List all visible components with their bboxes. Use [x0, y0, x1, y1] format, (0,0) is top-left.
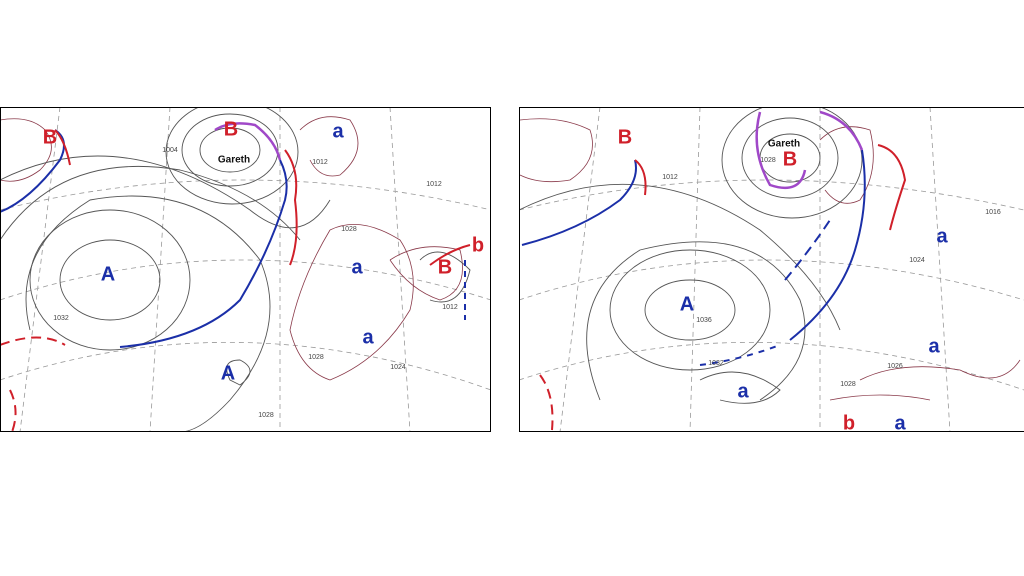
pressure-center: A — [101, 263, 115, 285]
pressure-center: b — [843, 412, 855, 434]
pressure-center: a — [332, 120, 344, 142]
map-right — [519, 107, 1024, 432]
pressure-center: B — [618, 126, 632, 148]
storm-name: Gareth — [768, 139, 800, 150]
isobar-label: 1012 — [426, 181, 442, 188]
pressure-center: b — [472, 234, 484, 256]
pressure-center: B — [783, 148, 797, 170]
isobar-label: 1004 — [162, 147, 178, 154]
isobar-label: 1028 — [760, 157, 776, 164]
isobar-label: 1024 — [390, 364, 406, 371]
pressure-center: A — [221, 362, 235, 384]
isobar-label: 1028 — [840, 381, 856, 388]
pressure-center: B — [43, 126, 57, 148]
map-left — [0, 107, 491, 432]
isobar-label: 1016 — [985, 209, 1001, 216]
isobar-label: 1036 — [696, 317, 712, 324]
pressure-center: a — [936, 225, 948, 247]
isobar-label: 1032 — [708, 360, 724, 367]
isobar-label: 1012 — [442, 304, 458, 311]
isobar-label: 1028 — [308, 354, 324, 361]
pressure-center: a — [351, 256, 363, 278]
map-frame — [0, 107, 491, 432]
isobar-label: 1012 — [662, 174, 678, 181]
pressure-center: a — [362, 326, 374, 348]
pressure-center: B — [438, 256, 452, 278]
pressure-center: B — [224, 118, 238, 140]
storm-name: Gareth — [218, 155, 250, 166]
isobar-label: 1026 — [887, 363, 903, 370]
isobar-label: 1024 — [909, 257, 925, 264]
isobar-label: 1028 — [341, 226, 357, 233]
map-frame — [519, 107, 1024, 432]
pressure-center: A — [680, 293, 694, 315]
isobar-label: 1032 — [53, 315, 69, 322]
isobar-label: 1012 — [312, 159, 328, 166]
isobar-label: 1028 — [258, 412, 274, 419]
pressure-center: a — [928, 335, 940, 357]
pressure-center: a — [737, 380, 749, 402]
pressure-center: a — [894, 412, 906, 434]
